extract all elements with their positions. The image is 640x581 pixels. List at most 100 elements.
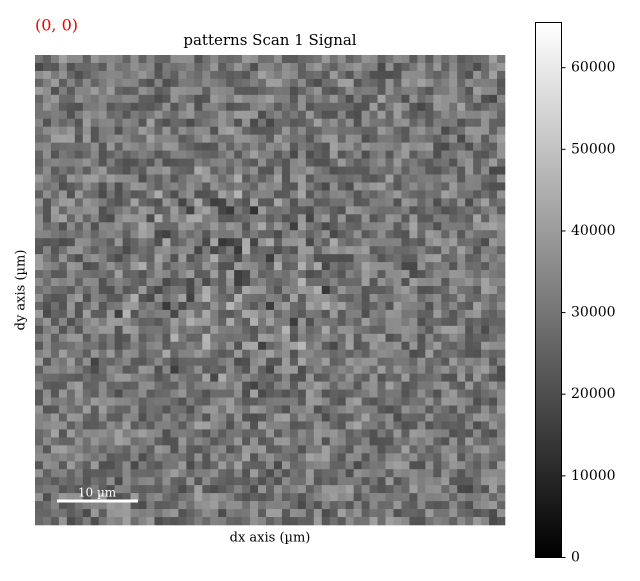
pixel (289, 94, 299, 104)
pixel (202, 118, 211, 127)
pixel (170, 166, 179, 175)
pixel (465, 485, 474, 494)
pixel (154, 214, 163, 223)
pixel (369, 405, 378, 414)
pixel (226, 357, 235, 366)
pixel (226, 453, 235, 462)
pixel (242, 86, 251, 96)
pixel (345, 78, 354, 88)
pixel (473, 397, 482, 406)
pixel (473, 517, 482, 526)
pixel (98, 309, 107, 319)
pixel (194, 278, 203, 287)
pixel (409, 62, 418, 72)
pixel (106, 182, 115, 191)
pixel (409, 278, 418, 287)
pixel (114, 357, 123, 366)
pixel (425, 501, 434, 510)
pixel (297, 182, 307, 191)
pixel (186, 517, 195, 526)
pixel (58, 381, 68, 390)
pixel (170, 55, 179, 64)
pixel (361, 437, 370, 446)
pixel (321, 110, 331, 120)
pixel (210, 118, 219, 127)
pixel (114, 254, 123, 263)
pixel (82, 461, 92, 470)
pixel (266, 262, 275, 271)
pixel (417, 198, 426, 207)
pixel (417, 55, 426, 64)
pixel (258, 517, 267, 526)
pixel (130, 166, 139, 175)
pixel (401, 517, 410, 526)
pixel (114, 405, 123, 414)
pixel (130, 341, 139, 351)
pixel (154, 437, 163, 446)
pixel (281, 461, 291, 470)
pixel (122, 110, 131, 120)
pixel (122, 190, 131, 199)
pixel (50, 270, 60, 279)
pixel (281, 517, 291, 526)
pixel (66, 86, 76, 96)
pixel (58, 501, 68, 510)
pixel (178, 126, 187, 135)
pixel (210, 453, 219, 462)
pixel (218, 509, 227, 518)
pixel (154, 102, 163, 112)
pixel (106, 262, 115, 271)
pixel (58, 301, 68, 311)
pixel (321, 94, 331, 104)
pixel (82, 405, 92, 414)
pixel (98, 301, 107, 311)
pixel (409, 405, 418, 414)
pixel (433, 278, 442, 287)
pixel (321, 102, 331, 112)
pixel (42, 517, 52, 526)
pixel (98, 501, 107, 510)
pixel (345, 293, 354, 303)
pixel (258, 142, 267, 151)
pixel (481, 421, 490, 430)
pixel (297, 286, 307, 295)
pixel (58, 198, 68, 207)
pixel (35, 397, 44, 406)
pixel (66, 493, 76, 502)
pixel (377, 182, 386, 191)
pixel (289, 174, 299, 183)
pixel (497, 453, 506, 462)
pixel (50, 453, 60, 462)
pixel (273, 246, 283, 255)
pixel (58, 118, 68, 127)
pixel (66, 333, 76, 343)
pixel (154, 469, 163, 478)
pixel (465, 78, 474, 88)
pixel (297, 70, 307, 80)
pixel (313, 134, 323, 143)
pixel (353, 126, 362, 135)
pixel (210, 325, 219, 335)
pixel (313, 222, 323, 231)
pixel (90, 118, 100, 127)
pixel (234, 461, 243, 470)
pixel (66, 126, 76, 135)
pixel (337, 309, 346, 319)
pixel (170, 198, 179, 207)
pixel (90, 174, 100, 183)
pixel (385, 270, 394, 279)
pixel (289, 262, 299, 271)
pixel (194, 55, 203, 64)
pixel (194, 421, 203, 430)
pixel (194, 222, 203, 231)
pixel (273, 469, 283, 478)
pixel (50, 469, 60, 478)
pixel (242, 469, 251, 478)
pixel (441, 78, 450, 88)
pixel (345, 397, 354, 406)
pixel (401, 365, 410, 374)
pixel (42, 485, 52, 494)
pixel (321, 485, 331, 494)
pixel (178, 309, 187, 319)
pixel (106, 70, 115, 80)
